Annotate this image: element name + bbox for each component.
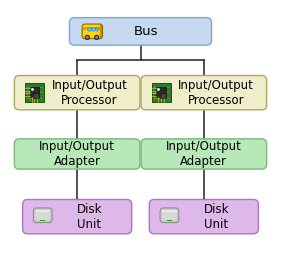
FancyBboxPatch shape [88, 28, 91, 31]
Circle shape [96, 37, 98, 38]
FancyBboxPatch shape [30, 87, 39, 97]
Text: Disk
Unit: Disk Unit [77, 203, 102, 231]
FancyBboxPatch shape [82, 24, 103, 39]
FancyBboxPatch shape [152, 83, 171, 102]
Text: Disk
Unit: Disk Unit [203, 203, 229, 231]
Text: Input/Output
Adapter: Input/Output Adapter [39, 140, 115, 168]
FancyBboxPatch shape [92, 28, 94, 31]
FancyBboxPatch shape [14, 139, 140, 169]
FancyBboxPatch shape [160, 208, 179, 223]
FancyBboxPatch shape [35, 210, 50, 220]
FancyBboxPatch shape [167, 220, 172, 221]
FancyBboxPatch shape [36, 210, 50, 212]
FancyBboxPatch shape [160, 93, 166, 98]
FancyBboxPatch shape [157, 87, 166, 97]
FancyBboxPatch shape [69, 18, 212, 45]
FancyBboxPatch shape [33, 93, 39, 98]
FancyBboxPatch shape [162, 210, 176, 212]
Text: Input/Output
Processor: Input/Output Processor [52, 79, 128, 107]
FancyBboxPatch shape [23, 200, 132, 234]
FancyBboxPatch shape [83, 27, 101, 30]
FancyBboxPatch shape [40, 220, 45, 221]
Circle shape [87, 37, 88, 38]
FancyBboxPatch shape [14, 76, 140, 110]
FancyBboxPatch shape [162, 210, 177, 220]
FancyBboxPatch shape [149, 200, 258, 234]
FancyBboxPatch shape [33, 208, 52, 223]
FancyBboxPatch shape [25, 83, 44, 102]
FancyBboxPatch shape [141, 139, 267, 169]
Circle shape [85, 36, 89, 39]
Text: Input/Output
Processor: Input/Output Processor [178, 79, 254, 107]
Text: Bus: Bus [134, 25, 158, 38]
Circle shape [95, 36, 99, 39]
FancyBboxPatch shape [141, 76, 267, 110]
FancyBboxPatch shape [96, 28, 98, 31]
Text: Input/Output
Adapter: Input/Output Adapter [166, 140, 242, 168]
